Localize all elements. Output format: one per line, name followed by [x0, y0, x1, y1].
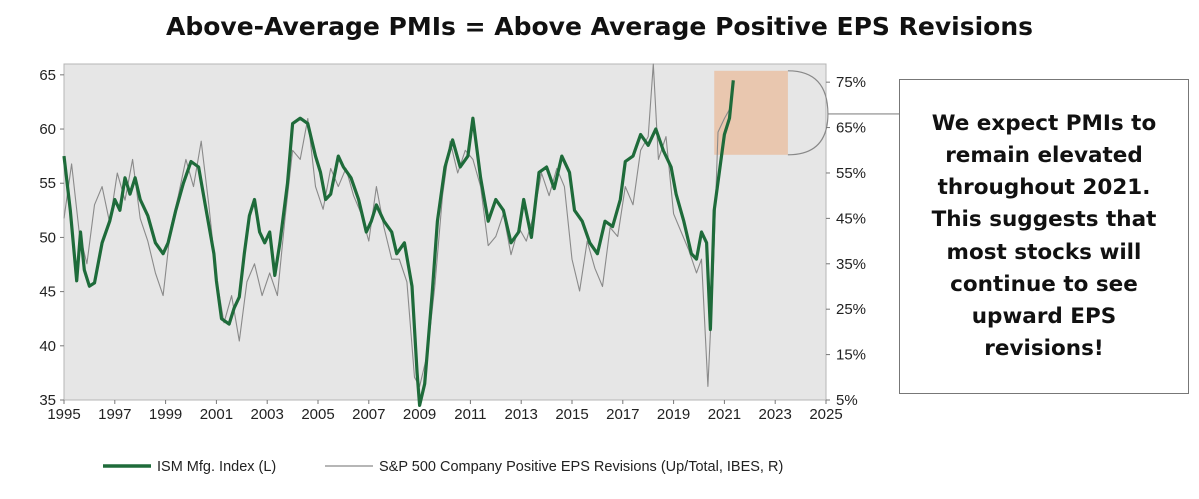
y-right-tick-label: 15%: [836, 347, 866, 364]
x-tick-label: 2019: [657, 406, 690, 423]
x-tick-label: 1999: [149, 406, 182, 423]
x-tick-label: 2007: [352, 406, 385, 423]
callout-box: We expect PMIs to remain elevated throug…: [899, 79, 1189, 394]
y-left-tick-label: 50: [39, 229, 56, 246]
y-right-tick-label: 55%: [836, 165, 866, 182]
y-right-tick-label: 35%: [836, 256, 866, 273]
x-tick-label: 2013: [505, 406, 538, 423]
plot-area: [63, 63, 827, 401]
y-right-tick-label: 25%: [836, 301, 866, 318]
y-left-tick-label: 55: [39, 175, 56, 192]
y-left-tick-label: 65: [39, 67, 56, 84]
y-left-tick-label: 45: [39, 284, 56, 301]
y-right-tick-label: 5%: [836, 392, 858, 409]
y-right-tick-label: 75%: [836, 74, 866, 91]
y-right-tick-label: 65%: [836, 120, 866, 137]
x-tick-label: 1997: [98, 406, 131, 423]
x-tick-label: 2025: [809, 406, 842, 423]
x-tick-label: 2003: [251, 406, 284, 423]
y-left-tick-label: 35: [39, 392, 56, 409]
x-tick-label: 2015: [555, 406, 588, 423]
series-line-ism: [62, 80, 735, 407]
legend-label: ISM Mfg. Index (L): [157, 459, 276, 475]
x-tick-label: 2011: [454, 406, 486, 423]
legend-label: S&P 500 Company Positive EPS Revisions (…: [379, 459, 783, 475]
shaded-region: [714, 70, 788, 155]
x-tick-label: 2005: [301, 406, 334, 423]
x-tick-label: 2023: [759, 406, 792, 423]
x-tick-label: 2009: [403, 406, 436, 423]
chart-title: Above-Average PMIs = Above Average Posit…: [166, 12, 1033, 41]
x-tick-label: 2017: [606, 406, 639, 423]
y-left-tick-label: 40: [39, 338, 56, 355]
y-right-tick-label: 45%: [836, 210, 866, 227]
y-left-tick-label: 60: [39, 121, 56, 138]
x-tick-label: 2021: [708, 406, 741, 423]
x-tick-label: 2001: [200, 406, 233, 423]
x-tick-label: 1995: [47, 406, 80, 423]
